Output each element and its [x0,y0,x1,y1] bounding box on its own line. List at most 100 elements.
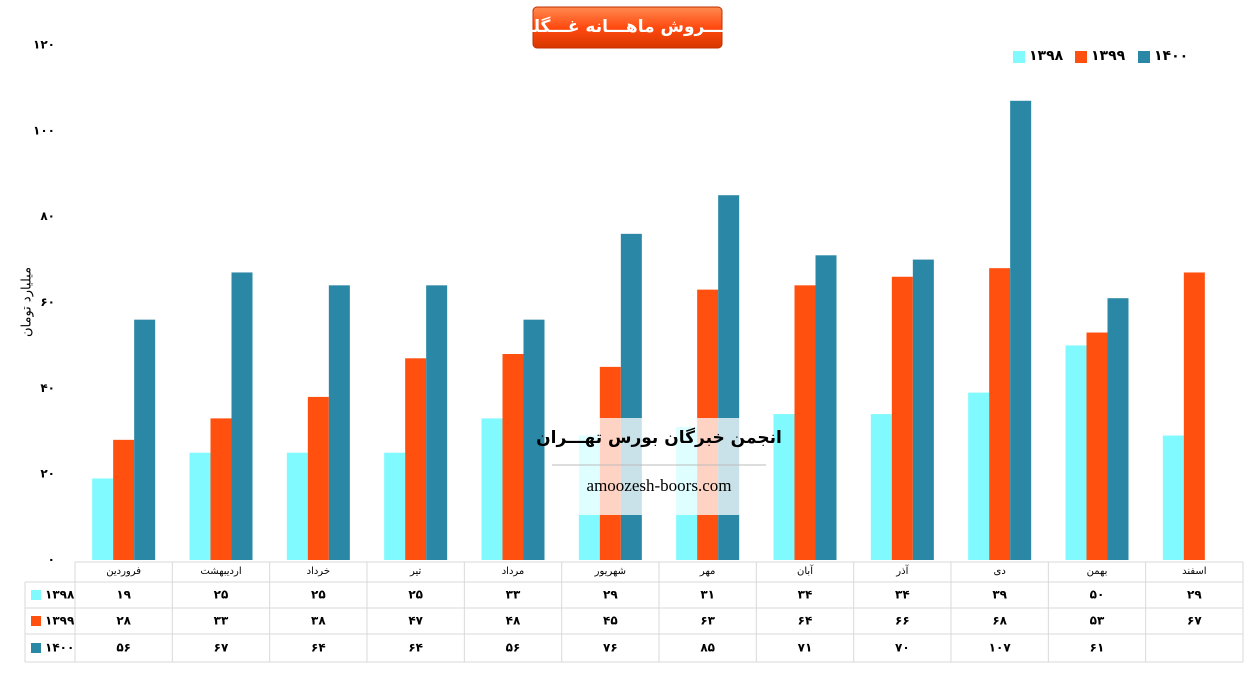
bar [1183,272,1205,560]
bar [328,285,350,560]
bar [405,358,427,560]
table-cell: ۵۶ [116,641,131,655]
bar [989,268,1011,560]
bar [891,276,913,560]
table-row-label: ۱۴۰۰ [45,641,74,655]
table-cell: ۲۹ [1187,588,1202,602]
table-cell: ۳۴ [798,588,813,602]
legend-label: ۱۴۰۰ [1154,48,1188,64]
x-tick-label: بهمن [1087,566,1108,577]
x-tick-label: دی [994,566,1006,577]
bar [794,285,816,560]
table-cell: ۴۷ [408,614,423,628]
x-tick-label: فروردین [106,566,141,577]
table-cell: ۳۹ [992,588,1007,602]
bar [815,255,837,560]
bar [502,354,524,560]
bar [481,418,503,560]
table-swatch [31,590,41,600]
table-cell: ۵۰ [1090,588,1105,602]
table-cell: ۲۵ [214,588,229,602]
x-tick-label: آذر [895,564,909,577]
bar [912,259,934,560]
bar [92,478,114,560]
table-cell: ۶۳ [700,614,715,628]
table-cell: ۵۶ [506,641,521,655]
table-cell: ۱۹ [116,588,131,602]
table-cell: ۲۵ [311,588,326,602]
bar [384,452,406,560]
legend-label: ۱۳۹۸ [1029,48,1064,64]
watermark: انجمن خبرگان بورس تهـــران [536,427,782,448]
y-tick-label: ۱۰۰ [33,123,55,137]
table-row-label: ۱۳۹۸ [45,588,75,602]
y-tick-label: ۲۰ [40,467,55,481]
bar [426,285,448,560]
table-cell: ۲۵ [408,588,423,602]
bar [307,396,329,560]
y-tick-label: ۱۲۰ [33,38,55,52]
y-tick-label: ۶۰ [40,295,55,309]
x-tick-label: تیر [409,566,422,577]
bar [113,439,135,560]
y-axis-label: میلیارد تومان [20,267,35,337]
y-tick-label: ۴۰ [40,381,55,395]
x-tick-label: اسفند [1182,566,1206,577]
bar [210,418,232,560]
table-cell: ۶۷ [1187,614,1202,628]
table-cell: ۶۱ [1090,641,1105,655]
table-cell: ۳۴ [895,588,910,602]
watermark-box [550,418,768,515]
table-cell: ۶۴ [798,614,813,628]
legend-swatch [1075,51,1087,63]
title-box [532,6,723,49]
table-cell: ۳۸ [311,614,326,628]
table-cell: ۷۶ [603,641,618,655]
table-cell: ۶۶ [895,614,910,628]
x-tick-label: مهر [699,566,715,577]
table-cell: ۳۳ [506,588,521,602]
table-cell: ۳۱ [700,588,715,602]
table-cell: ۷۰ [895,641,910,655]
table-cell: ۸۵ [700,641,715,655]
table-cell: ۷۱ [798,641,813,655]
legend-label: ۱۳۹۹ [1091,48,1126,64]
bar [1107,298,1129,560]
bar [870,414,892,560]
table-swatch [31,616,41,626]
bar [189,452,211,560]
table-cell: ۱۰۷ [989,641,1012,655]
table-cell: ۲۸ [116,614,131,628]
table-cell: ۵۳ [1090,614,1105,628]
x-tick-label: خرداد [307,566,330,577]
table-cell: ۶۴ [408,641,423,655]
table-cell: ۶۴ [311,641,326,655]
table-cell: ۴۵ [603,614,618,628]
table-swatch [31,643,41,653]
table-cell: ۴۸ [506,614,521,628]
legend-swatch [1013,51,1025,63]
table-cell: ۳۳ [214,614,229,628]
bar [134,319,156,560]
bar [1086,332,1108,560]
x-tick-label: آبان [797,564,814,577]
x-tick-label: اردیبهشت [200,566,241,577]
legend-swatch [1138,51,1150,63]
table-cell: ۲۹ [603,588,618,602]
y-tick-label: ۸۰ [40,209,55,223]
bar [1162,435,1184,560]
bar [773,414,795,560]
bar [1010,100,1032,561]
bar [231,272,253,560]
y-tick-label: ۰ [48,553,55,567]
table-cell: ۶۷ [214,641,229,655]
website: amoozesh-boors.com [587,476,732,495]
chart-title: فـــروش ماهـــانه غـــگلپا [520,16,733,37]
table-cell: ۶۸ [992,614,1007,628]
table-row-label: ۱۳۹۹ [45,614,75,628]
bar [968,392,990,560]
bar [523,319,545,560]
x-tick-label: شهریور [594,566,626,577]
bar [286,452,308,560]
